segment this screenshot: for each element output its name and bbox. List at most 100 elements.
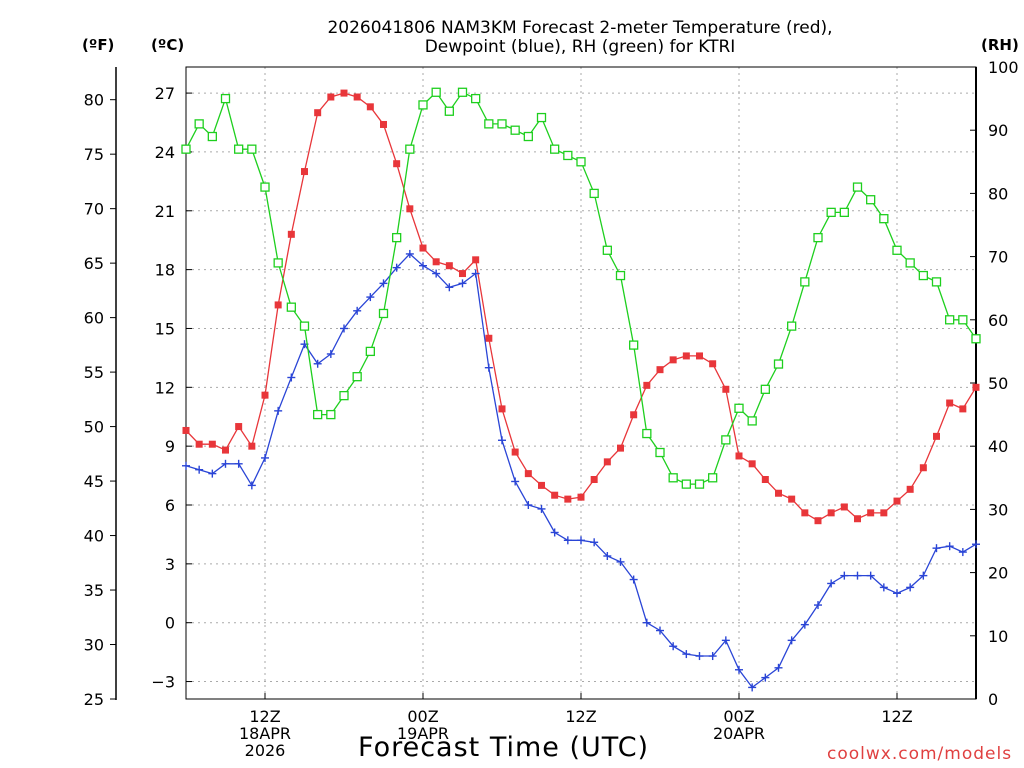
relative-humidity-point [497, 119, 507, 129]
dewpoint-point [392, 263, 401, 272]
2-meter-temperature-point [222, 446, 229, 454]
2-meter-temperature-point [551, 491, 559, 499]
2-meter-temperature-point [840, 503, 848, 511]
2-meter-temperature-point [380, 120, 387, 128]
dewpoint-point [366, 293, 375, 302]
2-meter-temperature-point [893, 497, 901, 505]
dewpoint-point [498, 436, 506, 445]
dewpoint-point [340, 324, 348, 333]
relative-humidity-point [550, 144, 560, 154]
relative-humidity-point [773, 359, 784, 369]
2-meter-temperature-point [709, 360, 717, 368]
dewpoint-point [537, 504, 546, 513]
celsius-tick-label: 12 [155, 378, 175, 397]
fahrenheit-tick-label: 65 [84, 254, 104, 273]
2-meter-temperature-point [248, 442, 256, 450]
2-meter-temperature-point [867, 509, 875, 517]
2-meter-temperature-point [946, 399, 954, 407]
2-meter-temperature-point [498, 405, 506, 413]
relative-humidity-point [418, 100, 428, 110]
dewpoint-point [484, 363, 493, 372]
2-meter-temperature-point [274, 301, 282, 309]
2-meter-temperature-point [827, 509, 835, 517]
celsius-tick-label: 15 [155, 319, 175, 338]
relative-humidity-point [602, 245, 612, 255]
relative-humidity-point [760, 384, 770, 394]
rh-tick-label: 60 [988, 311, 1008, 330]
relative-humidity-point [787, 321, 797, 331]
rh-tick-label: 50 [988, 374, 1008, 393]
dewpoint-point [945, 542, 954, 551]
relative-humidity-point [194, 119, 204, 129]
dewpoint-point [735, 665, 743, 674]
dewpoint-point [524, 501, 533, 510]
dewpoint-point [550, 528, 559, 537]
relative-humidity-point [457, 87, 468, 97]
relative-humidity-point [326, 409, 336, 420]
dewpoint-point [195, 465, 204, 474]
x-tick-label: 12Z [565, 707, 596, 726]
relative-humidity-point [931, 277, 942, 287]
fahrenheit-tick-label: 45 [84, 472, 104, 491]
relative-humidity-point [589, 188, 599, 199]
celsius-tick-label: 3 [165, 555, 175, 574]
2-meter-temperature-point [314, 109, 322, 117]
dewpoint-point [708, 652, 717, 661]
celsius-tick-label: 27 [155, 84, 175, 103]
2-meter-temperature-point [353, 93, 361, 101]
fahrenheit-tick-label: 40 [84, 527, 104, 546]
dewpoint-point [287, 373, 296, 382]
celsius-tick-label: 9 [165, 437, 175, 456]
relative-humidity-point [181, 144, 191, 154]
dewpoint-point [866, 571, 875, 580]
rh-tick-label: 100 [988, 58, 1019, 77]
relative-humidity-point [207, 131, 217, 142]
fahrenheit-tick-label: 60 [84, 309, 104, 328]
relative-humidity-point [668, 473, 678, 483]
2-meter-temperature-point [748, 460, 756, 468]
relative-humidity-point [536, 112, 547, 123]
celsius-axis-label: (ºC) [151, 36, 185, 54]
dewpoint-point [906, 583, 915, 592]
dewpoint-point [642, 618, 651, 627]
x-tick-label: 12Z [881, 707, 912, 726]
2-meter-temperature-point [906, 485, 914, 493]
dewpoint-point [577, 536, 585, 545]
fahrenheit-tick-label: 30 [84, 636, 104, 655]
fahrenheit-tick-label: 25 [84, 690, 104, 709]
relative-humidity-point [484, 119, 494, 129]
relative-humidity-point [234, 144, 244, 154]
dewpoint-point [471, 269, 480, 278]
dewpoint-point [563, 536, 572, 545]
2-meter-temperature-point [472, 256, 480, 264]
2-meter-temperature-point [419, 244, 427, 252]
dewpoint-point [853, 571, 862, 580]
relative-humidity-point [471, 93, 481, 104]
relative-humidity-point [378, 308, 389, 319]
dewpoint-point [919, 571, 928, 580]
2-meter-temperature-point [327, 93, 335, 101]
2-meter-temperature-point [643, 381, 651, 389]
2-meter-temperature-point [801, 509, 809, 517]
relative-humidity-point [339, 390, 349, 401]
relative-humidity-point [523, 131, 533, 142]
rh-tick-label: 30 [988, 500, 1008, 519]
relative-humidity-point [313, 409, 323, 420]
dewpoint-point [879, 583, 888, 592]
dewpoint-point [208, 469, 217, 478]
relative-humidity-point [708, 473, 718, 483]
dewpoint-point [313, 359, 322, 368]
dewpoint-point [629, 575, 638, 584]
x-tick-label: 20APR [713, 724, 765, 743]
fahrenheit-tick-label: 55 [84, 363, 104, 382]
dewpoint-point [761, 673, 770, 682]
dewpoint-point [748, 683, 757, 692]
relative-humidity-point [510, 125, 520, 135]
relative-humidity-point [220, 93, 231, 104]
axis-layer: 2724211815129630−38075706560555045403530… [84, 58, 1019, 760]
2-meter-temperature-point [208, 440, 216, 448]
dewpoint-point [893, 589, 901, 598]
dewpoint-point [972, 540, 980, 549]
celsius-tick-label: 18 [155, 261, 175, 280]
relative-humidity-point [879, 214, 889, 224]
